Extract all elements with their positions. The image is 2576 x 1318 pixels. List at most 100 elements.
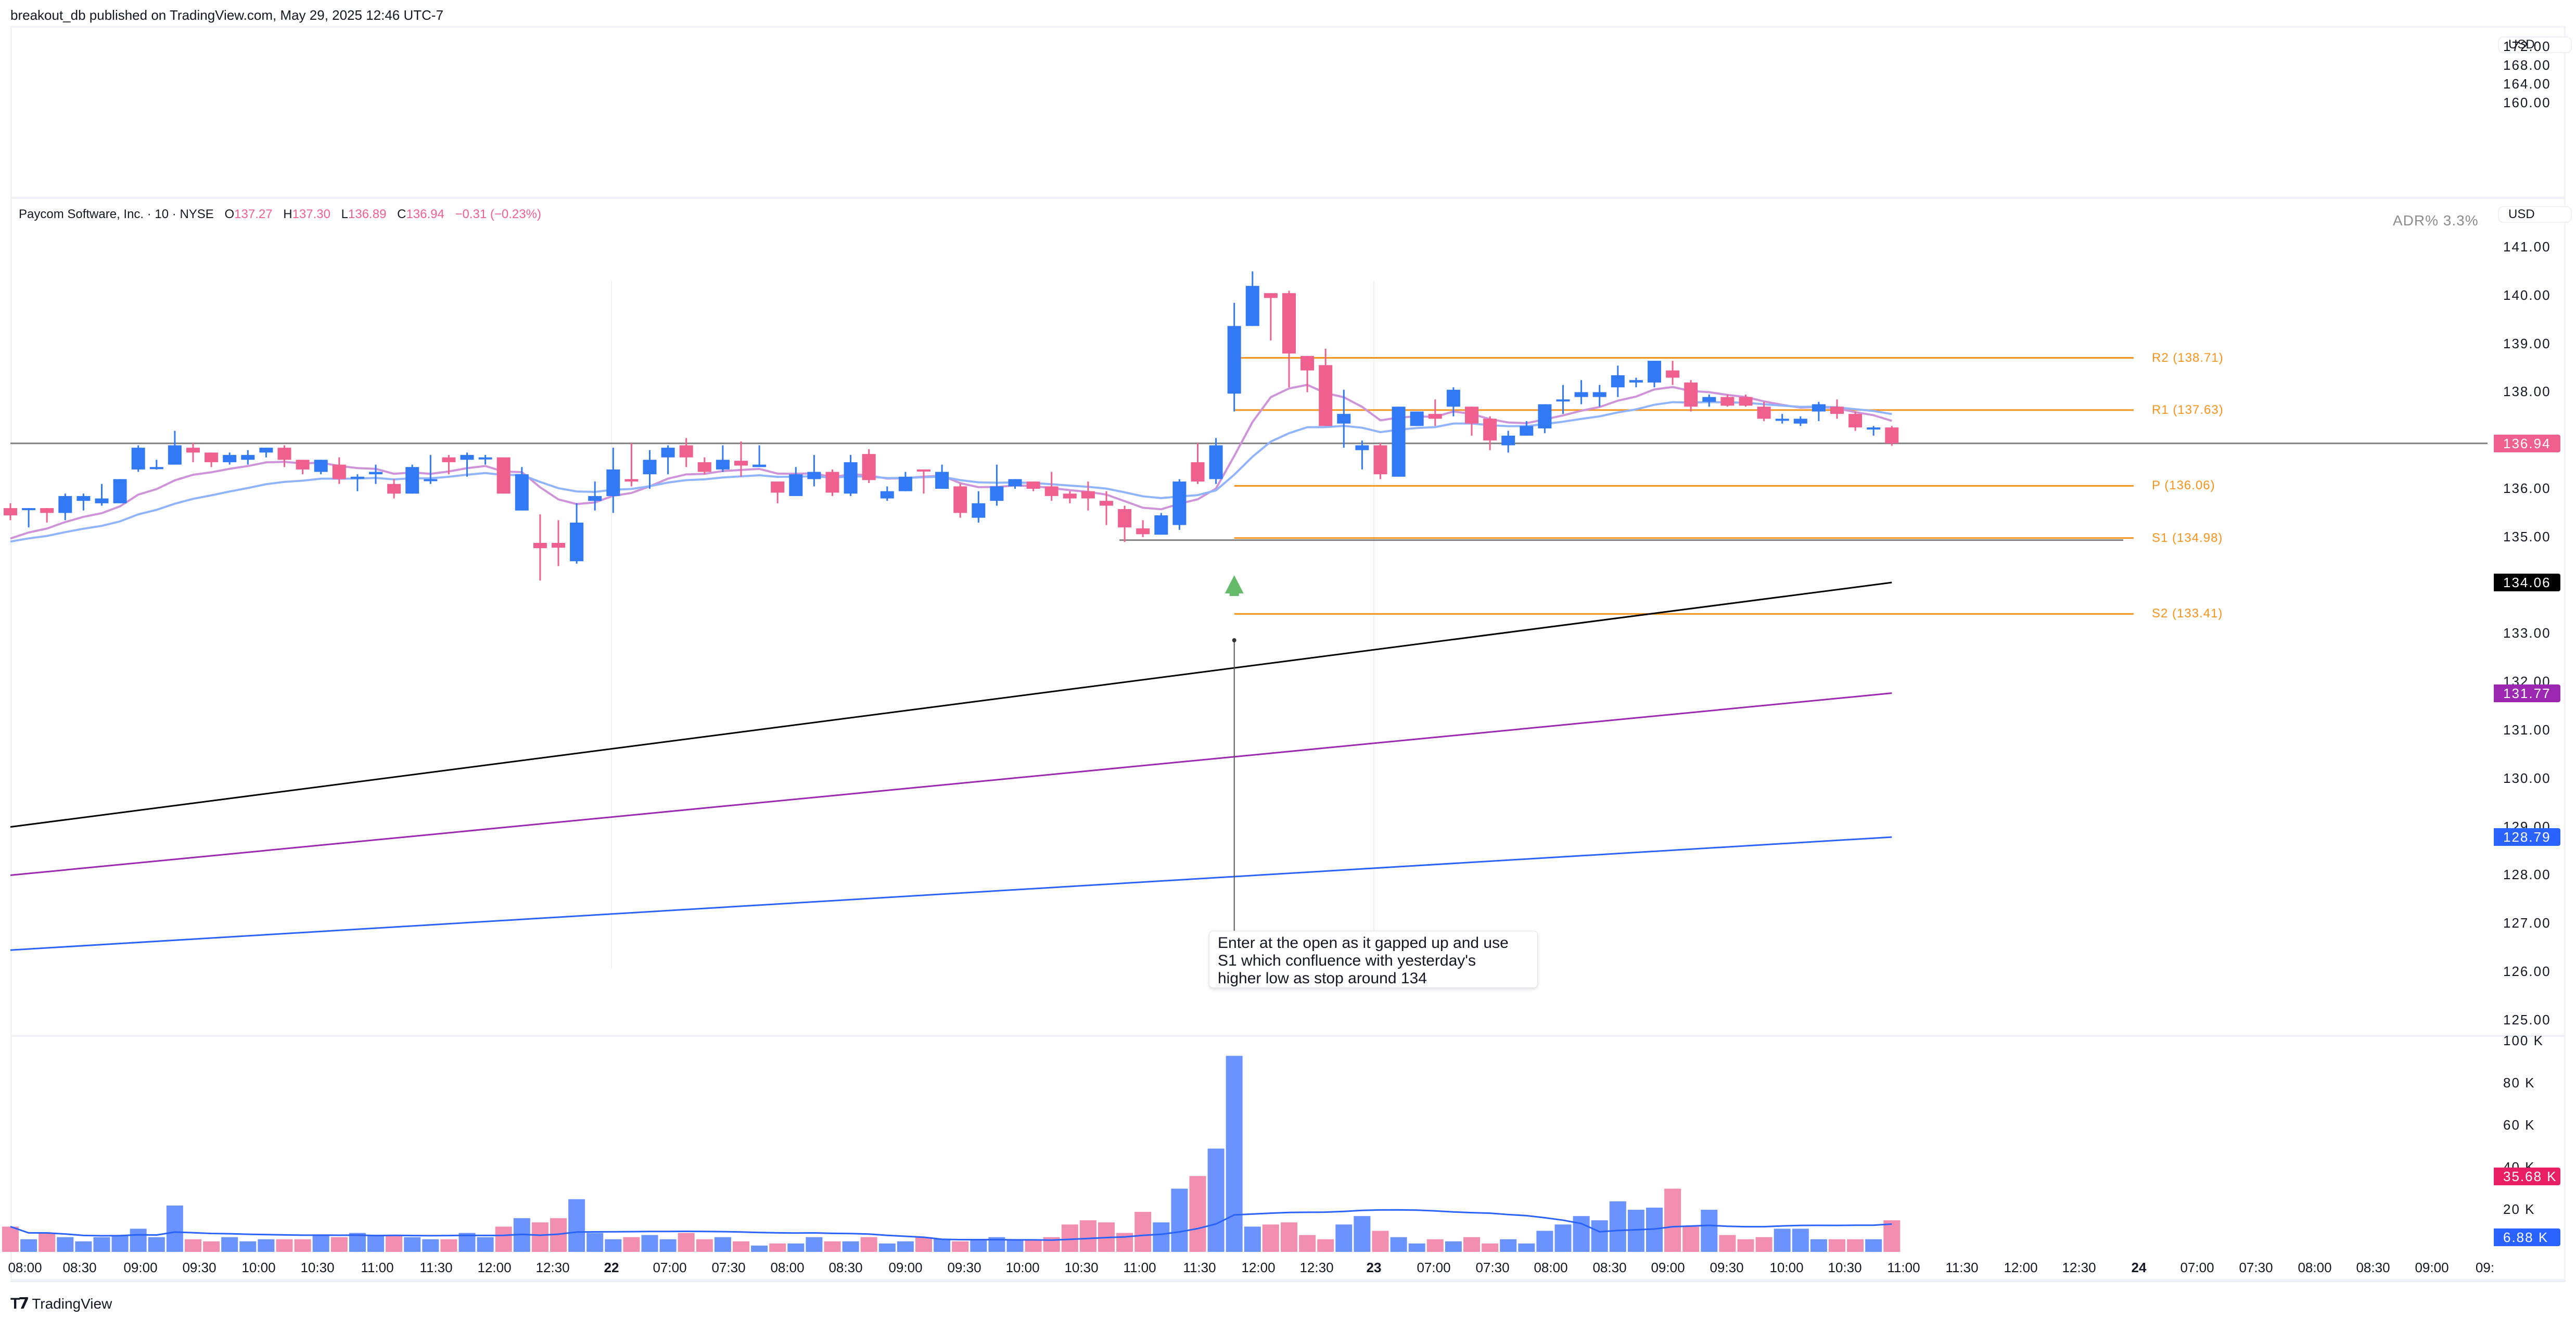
- candle-body: [697, 462, 711, 472]
- pane-divider-volume[interactable]: [10, 1035, 2566, 1037]
- candle-body: [131, 448, 145, 470]
- time-tick-label: 10:30: [1064, 1260, 1099, 1275]
- volume-bar: [860, 1237, 877, 1252]
- candle-body: [1373, 445, 1387, 475]
- volume-bar: [623, 1237, 640, 1252]
- candle-body: [753, 464, 767, 467]
- high-value: 137.30: [292, 207, 330, 221]
- close-value: 136.94: [406, 207, 444, 221]
- pane-divider-top[interactable]: [10, 197, 2566, 199]
- candle-body: [990, 486, 1004, 501]
- candle-body: [241, 455, 255, 460]
- time-tick-label: 12:30: [2062, 1260, 2096, 1275]
- volume-bar: [1463, 1237, 1480, 1252]
- candle-body: [1592, 392, 1606, 397]
- candle-body: [1245, 286, 1259, 326]
- volume-bar: [1774, 1228, 1791, 1252]
- volume-bar: [1847, 1239, 1864, 1252]
- volume-bar: [1390, 1237, 1407, 1252]
- volume-bar: [1865, 1239, 1882, 1252]
- candle-body: [880, 491, 894, 499]
- candle-body: [1100, 501, 1113, 506]
- volume-bar: [915, 1237, 932, 1252]
- candle-body: [95, 498, 109, 503]
- volume-bar: [1025, 1239, 1042, 1252]
- candle-body: [1812, 404, 1826, 412]
- candle-body: [259, 448, 273, 453]
- candle-body: [1282, 293, 1296, 354]
- volume-bar: [1500, 1239, 1517, 1252]
- low-label: L: [341, 207, 349, 221]
- axis-tick-label: 128.00: [2503, 867, 2551, 883]
- volume-bar: [1445, 1241, 1462, 1252]
- volume-bar: [531, 1222, 549, 1252]
- volume-bar: [1354, 1216, 1371, 1252]
- time-tick-label: 07:30: [2239, 1260, 2273, 1275]
- time-tick-label: 09:30: [947, 1260, 981, 1275]
- pivot-label: S1 (134.98): [2152, 530, 2223, 545]
- volume-bar: [568, 1199, 585, 1252]
- candle-body: [1063, 493, 1077, 499]
- candle-body: [1520, 426, 1534, 436]
- volume-tag: 6.88 K: [2494, 1228, 2560, 1247]
- symbol-legend[interactable]: Paycom Software, Inc. · 10 · NYSE O137.2…: [19, 207, 541, 222]
- candle-body: [1720, 397, 1735, 406]
- candle-body: [350, 476, 364, 479]
- time-tick-label: 10:00: [241, 1260, 276, 1275]
- candle-body: [1666, 370, 1680, 378]
- chart-frame: [10, 26, 2566, 1281]
- volume-bar: [733, 1241, 749, 1252]
- candle-body: [1538, 404, 1552, 428]
- volume-ma-line: [10, 1209, 1892, 1241]
- candle-body: [1629, 380, 1643, 383]
- candle-body: [1446, 389, 1460, 407]
- annotation-line-2: S1 which confluence with yesterday's: [1218, 952, 1476, 969]
- currency-button-main[interactable]: USD: [2498, 206, 2572, 223]
- tradingview-logo-text: TradingView: [32, 1295, 112, 1312]
- candle-body: [1209, 445, 1223, 479]
- candle-body: [862, 454, 876, 480]
- open-label: O: [224, 207, 235, 221]
- candle-body: [460, 455, 474, 460]
- axis-tick-label: 138.00: [2503, 384, 2551, 400]
- time-tick-label: 09:30: [1710, 1260, 1744, 1275]
- candle-body: [935, 472, 949, 489]
- time-tick-label: 12:30: [535, 1260, 570, 1275]
- time-tick-label: 07:30: [1475, 1260, 1510, 1275]
- candle-body: [1428, 414, 1442, 419]
- volume-bar: [130, 1228, 147, 1252]
- tradingview-logo[interactable]: T𝟳 TradingView: [10, 1295, 112, 1313]
- annotation-callout[interactable]: Enter at the open as it gapped up and us…: [1209, 931, 1538, 988]
- candle-body: [149, 467, 163, 470]
- time-tick-label: 08:00: [770, 1260, 805, 1275]
- volume-bar: [1281, 1222, 1297, 1252]
- candle-body: [223, 455, 237, 462]
- moving-average-line: [10, 692, 1892, 876]
- volume-bar: [75, 1241, 92, 1252]
- volume-bar: [276, 1239, 293, 1252]
- candle-body: [76, 496, 91, 501]
- volume-bar: [1207, 1148, 1225, 1252]
- ema-line: [10, 401, 1892, 543]
- volume-bar: [1518, 1243, 1535, 1252]
- volume-bar: [1171, 1188, 1188, 1252]
- time-tick-label: 10:00: [1005, 1260, 1040, 1275]
- volume-bar: [1079, 1220, 1096, 1252]
- time-tick-label: 08:00: [1534, 1260, 1568, 1275]
- candle-body: [1300, 356, 1315, 371]
- volume-bar: [1883, 1220, 1901, 1252]
- pivot-label: R1 (137.63): [2152, 402, 2224, 417]
- time-tick-label: 12:00: [1241, 1260, 1276, 1275]
- axis-tick-label: 60 K: [2503, 1117, 2535, 1133]
- close-label: C: [397, 207, 406, 221]
- pivot-label: R2 (138.71): [2152, 350, 2224, 365]
- currency-button-top[interactable]: USD: [2498, 36, 2572, 53]
- candle-body: [1410, 411, 1424, 426]
- candle-body: [1227, 326, 1241, 394]
- volume-bar: [440, 1239, 457, 1252]
- candle-body: [570, 522, 584, 562]
- time-tick-label: 09:30: [182, 1260, 216, 1275]
- candle-body: [1867, 427, 1881, 430]
- time-tick-label: 07:30: [711, 1260, 746, 1275]
